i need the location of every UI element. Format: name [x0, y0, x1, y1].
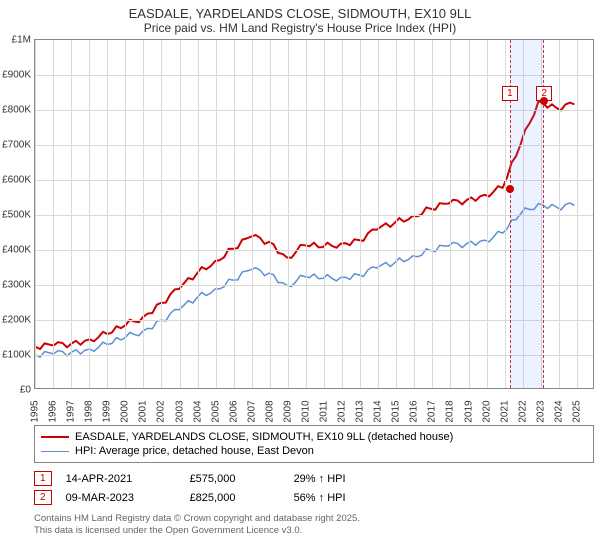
transaction-index: 2	[34, 490, 52, 505]
x-axis-label: 2007	[246, 400, 257, 422]
marker-point	[506, 185, 514, 193]
x-axis-label: 2014	[373, 400, 384, 422]
x-axis-label: 2022	[517, 400, 528, 422]
x-axis-label: 1999	[102, 400, 113, 422]
plot-area: £0£100K£200K£300K£400K£500K£600K£700K£80…	[34, 39, 594, 389]
x-axis-label: 2021	[499, 400, 510, 422]
legend-label: EASDALE, YARDELANDS CLOSE, SIDMOUTH, EX1…	[75, 431, 453, 443]
legend-label: HPI: Average price, detached house, East…	[75, 445, 314, 457]
legend-swatch	[41, 436, 69, 438]
transaction-price: £825,000	[190, 492, 280, 504]
x-axis-label: 2008	[264, 400, 275, 422]
x-axis-label: 2006	[228, 400, 239, 422]
chart-subtitle: Price paid vs. HM Land Registry's House …	[0, 21, 600, 39]
x-axis-label: 2000	[120, 400, 131, 422]
x-axis-label: 2013	[355, 400, 366, 422]
x-axis-label: 2024	[553, 400, 564, 422]
x-axis-label: 2005	[210, 400, 221, 422]
x-axis-label: 2015	[391, 400, 402, 422]
legend-swatch	[41, 451, 69, 452]
transaction-pct: 56% ↑ HPI	[294, 492, 404, 504]
x-axis-label: 2004	[192, 400, 203, 422]
y-axis-label: £0	[20, 385, 35, 396]
y-axis-label: £400K	[2, 245, 35, 256]
y-axis-label: £700K	[2, 140, 35, 151]
x-axis-label: 2012	[337, 400, 348, 422]
x-axis-label: 2023	[535, 400, 546, 422]
x-axis-label: 2003	[174, 400, 185, 422]
transaction-date: 09-MAR-2023	[66, 492, 176, 504]
y-axis-label: £1M	[12, 35, 35, 46]
y-axis-label: £800K	[2, 105, 35, 116]
x-axis-label: 2025	[571, 400, 582, 422]
legend-item: HPI: Average price, detached house, East…	[41, 444, 587, 458]
footer-line: Contains HM Land Registry data © Crown c…	[34, 513, 600, 525]
y-axis-label: £900K	[2, 70, 35, 81]
footer: Contains HM Land Registry data © Crown c…	[34, 513, 600, 538]
x-axis-label: 2010	[300, 400, 311, 422]
transaction-index: 1	[34, 471, 52, 486]
y-axis-label: £600K	[2, 175, 35, 186]
transaction-pct: 29% ↑ HPI	[294, 473, 404, 485]
x-axis-label: 2001	[138, 400, 149, 422]
legend-item: EASDALE, YARDELANDS CLOSE, SIDMOUTH, EX1…	[41, 430, 587, 444]
transaction-row: 2 09-MAR-2023 £825,000 56% ↑ HPI	[34, 488, 594, 507]
x-axis-label: 2019	[463, 400, 474, 422]
marker-label: 1	[502, 86, 518, 101]
x-axis-label: 2018	[445, 400, 456, 422]
x-axis-label: 1996	[48, 400, 59, 422]
transaction-date: 14-APR-2021	[66, 473, 176, 485]
y-axis-label: £500K	[2, 210, 35, 221]
x-axis-label: 2017	[427, 400, 438, 422]
y-axis-label: £100K	[2, 350, 35, 361]
y-axis-label: £200K	[2, 315, 35, 326]
chart-container: EASDALE, YARDELANDS CLOSE, SIDMOUTH, EX1…	[0, 0, 600, 560]
marker-point	[540, 97, 548, 105]
legend: EASDALE, YARDELANDS CLOSE, SIDMOUTH, EX1…	[34, 425, 594, 463]
x-axis-label: 1997	[66, 400, 77, 422]
y-axis-label: £300K	[2, 280, 35, 291]
chart-title: EASDALE, YARDELANDS CLOSE, SIDMOUTH, EX1…	[0, 0, 600, 21]
x-axis-label: 2020	[481, 400, 492, 422]
transaction-price: £575,000	[190, 473, 280, 485]
x-axis-label: 2009	[282, 400, 293, 422]
footer-line: This data is licensed under the Open Gov…	[34, 525, 600, 537]
x-axis-label: 2011	[319, 401, 330, 423]
transaction-table: 1 14-APR-2021 £575,000 29% ↑ HPI 2 09-MAR-202…	[34, 469, 594, 507]
x-axis-label: 1995	[30, 400, 41, 422]
transaction-row: 1 14-APR-2021 £575,000 29% ↑ HPI	[34, 469, 594, 488]
x-axis-label: 2002	[156, 400, 167, 422]
x-axis-label: 1998	[84, 400, 95, 422]
x-axis-label: 2016	[409, 400, 420, 422]
